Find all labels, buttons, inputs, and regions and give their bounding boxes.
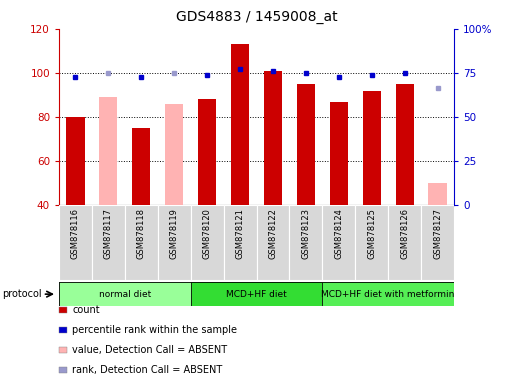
Text: protocol: protocol [3,289,42,299]
Text: GSM878125: GSM878125 [367,208,376,258]
Bar [158,205,191,280]
Text: GSM878127: GSM878127 [433,208,442,259]
Text: GSM878123: GSM878123 [301,208,310,259]
Text: GSM878116: GSM878116 [71,208,80,259]
Bar [396,84,413,205]
Bar [224,205,256,280]
Text: GSM878118: GSM878118 [137,208,146,259]
Bar [198,99,216,205]
Text: GSM878117: GSM878117 [104,208,113,259]
Bar [256,205,289,280]
Text: normal diet: normal diet [98,290,151,299]
Text: value, Detection Call = ABSENT: value, Detection Call = ABSENT [72,345,227,355]
Bar [59,282,191,306]
Text: GSM878122: GSM878122 [268,208,278,258]
Bar [231,44,249,205]
Text: MCD+HF diet with metformin: MCD+HF diet with metformin [322,290,455,299]
Text: percentile rank within the sample: percentile rank within the sample [72,325,238,335]
Text: GSM878120: GSM878120 [203,208,212,258]
Bar [66,117,85,205]
Bar [322,282,454,306]
Bar [289,205,322,280]
Bar [264,71,282,205]
Bar [165,104,183,205]
Text: GDS4883 / 1459008_at: GDS4883 / 1459008_at [175,10,338,23]
Text: GSM878124: GSM878124 [334,208,343,258]
Bar [421,205,454,280]
Bar [92,205,125,280]
Bar [132,128,150,205]
Text: rank, Detection Call = ABSENT: rank, Detection Call = ABSENT [72,365,223,375]
Bar [100,97,117,205]
Bar [428,184,447,205]
Text: GSM878121: GSM878121 [235,208,245,258]
Bar [388,205,421,280]
Text: GSM878119: GSM878119 [170,208,179,258]
Bar [191,282,322,306]
Bar [322,205,355,280]
Text: count: count [72,305,100,315]
Bar [59,205,92,280]
Bar [297,84,315,205]
Bar [191,205,224,280]
Text: MCD+HF diet: MCD+HF diet [226,290,287,299]
Bar [125,205,158,280]
Bar [355,205,388,280]
Text: GSM878126: GSM878126 [400,208,409,259]
Bar [363,91,381,205]
Bar [330,102,348,205]
